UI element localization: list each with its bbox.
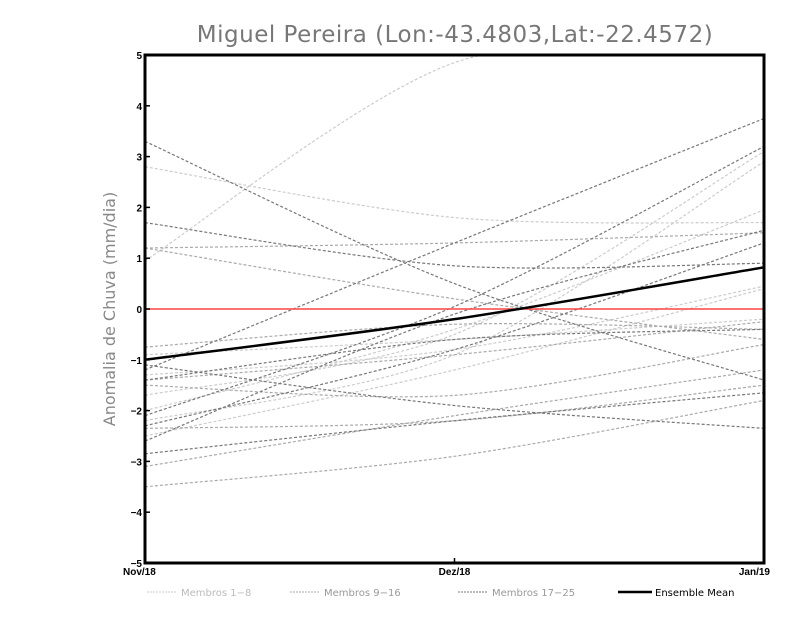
- member-line: [145, 222, 764, 269]
- x-tick-label: Dez/18: [439, 567, 471, 578]
- member-line: [145, 318, 764, 356]
- y-tick-label: −5: [131, 559, 143, 570]
- legend-item: Ensemble Mean: [618, 588, 734, 599]
- member-line: [145, 321, 764, 381]
- legend-label: Membros 17−25: [492, 588, 575, 599]
- legend-item: Membros 1−8: [147, 588, 251, 599]
- member-line: [145, 161, 764, 422]
- y-tick-label: 4: [136, 102, 142, 113]
- y-axis-label: Anomalia de Chuva (mm/dia): [100, 192, 119, 426]
- y-tick-label: 5: [136, 51, 142, 62]
- legend-item: Membros 9−16: [290, 588, 401, 599]
- member-line: [145, 369, 764, 468]
- y-tick-label: 0: [136, 305, 142, 316]
- x-tick-label: Jan/19: [739, 567, 771, 578]
- y-tick-label: −2: [131, 407, 143, 418]
- member-line: [145, 323, 764, 348]
- legend-label: Membros 9−16: [324, 588, 401, 599]
- y-tick-label: −1: [131, 356, 143, 367]
- member-line: [145, 328, 764, 381]
- member-line: [145, 343, 764, 398]
- y-tick-label: −4: [131, 508, 143, 519]
- member-line: [145, 232, 764, 249]
- legend-label: Membros 1−8: [181, 588, 251, 599]
- member-line: [145, 229, 764, 442]
- y-tick-label: 2: [136, 203, 142, 214]
- member-line: [145, 384, 764, 429]
- member-line: [145, 140, 764, 381]
- member-line: [145, 145, 764, 417]
- member-line: [145, 151, 764, 396]
- y-tick-label: 3: [136, 153, 142, 164]
- ensemble-mean-line: [145, 266, 764, 362]
- x-tick-label: Nov/18: [123, 567, 156, 578]
- legend-label: Ensemble Mean: [655, 588, 734, 599]
- member-line: [145, 288, 764, 437]
- chart-title: Miguel Pereira (Lon:-43.4803,Lat:-22.457…: [197, 22, 713, 48]
- member-line: [145, 399, 764, 488]
- y-tick-label: 1: [136, 254, 142, 265]
- y-tick-label: −3: [131, 457, 143, 468]
- member-line: [145, 55, 485, 262]
- member-line: [145, 117, 764, 371]
- member-line: [145, 285, 764, 376]
- member-line: [145, 392, 764, 455]
- member-line: [145, 166, 764, 224]
- member-line: [145, 364, 764, 429]
- legend-item: Membros 17−25: [458, 588, 575, 599]
- member-line: [145, 209, 764, 412]
